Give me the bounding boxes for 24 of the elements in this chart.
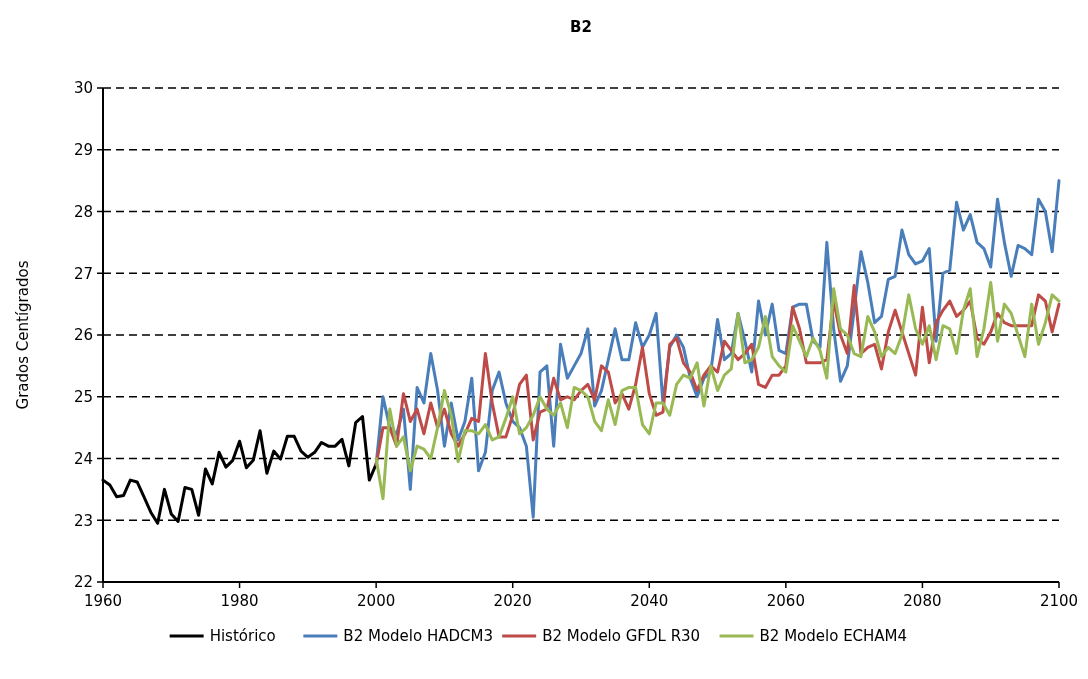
x-tick-label: 2060: [766, 592, 805, 610]
legend-label: B2 Modelo GFDL R30: [542, 627, 701, 646]
y-tick-label: 30: [73, 79, 93, 98]
x-tick-label: 2000: [357, 592, 396, 610]
chart-title: B2: [570, 18, 592, 36]
y-tick-label: 25: [73, 388, 93, 406]
y-tick-label: 24: [73, 449, 93, 468]
x-tick-label: 2100: [1039, 592, 1079, 610]
x-tick-label: 1960: [83, 592, 123, 610]
legend-label: B2 Modelo ECHAM4: [759, 627, 908, 646]
x-tick-label: 2080: [903, 592, 942, 610]
y-tick-label: 27: [73, 264, 93, 283]
y-axis-title: Grados Centígrados: [14, 260, 32, 410]
line-series: [374, 281, 1061, 501]
legend-label: Histórico: [209, 627, 276, 646]
x-tick-label: 1980: [220, 592, 259, 610]
y-tick-label: 26: [73, 326, 93, 345]
x-tick-label: 2020: [493, 592, 532, 610]
y-tick-label: 23: [73, 511, 93, 530]
y-tick-label: 28: [73, 202, 93, 221]
y-tick-label: 22: [73, 573, 93, 592]
legend-label: B2 Modelo HADCM3: [343, 627, 493, 646]
x-tick-label: 2040: [630, 592, 669, 610]
y-tick-label: 29: [73, 141, 93, 159]
